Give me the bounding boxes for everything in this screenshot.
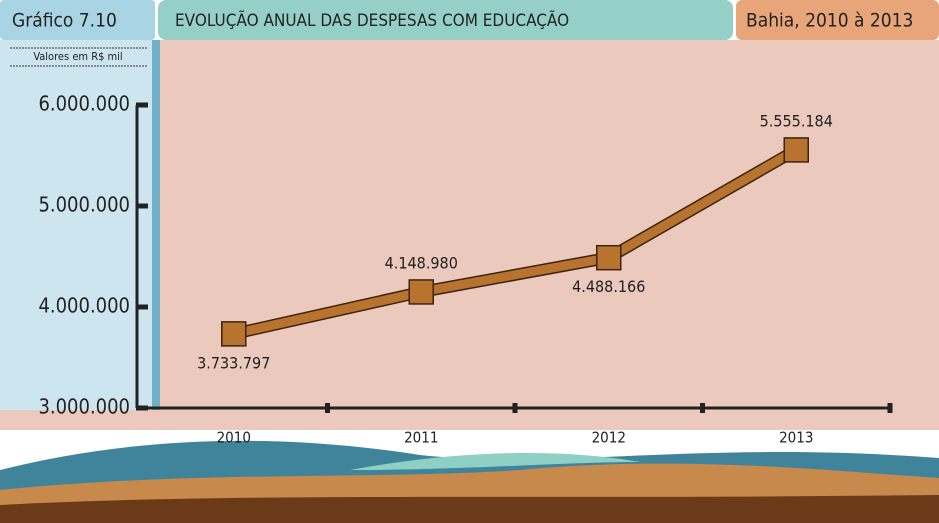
x-tick-label: 2010: [217, 429, 251, 447]
marker: [409, 280, 433, 304]
y-tick-label: 3.000.000: [38, 395, 130, 419]
chart: Gráfico 7.10 EVOLUÇÃO ANUAL DAS DESPESAS…: [0, 0, 939, 523]
y-tick-label: 6.000.000: [38, 92, 130, 116]
marker: [597, 246, 621, 270]
y-tick-label: 5.000.000: [38, 193, 130, 217]
chart-subtitle: Bahia, 2010 à 2013: [746, 10, 913, 32]
chart-label: Gráfico 7.10: [12, 10, 117, 32]
value-label: 4.148.980: [385, 253, 458, 272]
left-strip: [152, 40, 160, 410]
x-tick-label: 2013: [779, 429, 813, 447]
value-label: 4.488.166: [572, 277, 645, 296]
marker: [222, 322, 246, 346]
marker: [784, 138, 808, 162]
value-label: 5.555.184: [760, 111, 833, 130]
chart-title: EVOLUÇÃO ANUAL DAS DESPESAS COM EDUCAÇÃO: [175, 9, 569, 31]
y-tick-label: 4.000.000: [38, 294, 130, 318]
plot-area: [160, 40, 939, 430]
value-label: 3.733.797: [197, 353, 270, 372]
y-axis-label: Valores em R$ mil: [33, 50, 122, 63]
x-tick-label: 2012: [592, 429, 626, 447]
page: Gráfico 7.10 EVOLUÇÃO ANUAL DAS DESPESAS…: [0, 0, 939, 523]
x-tick-label: 2011: [404, 429, 438, 447]
